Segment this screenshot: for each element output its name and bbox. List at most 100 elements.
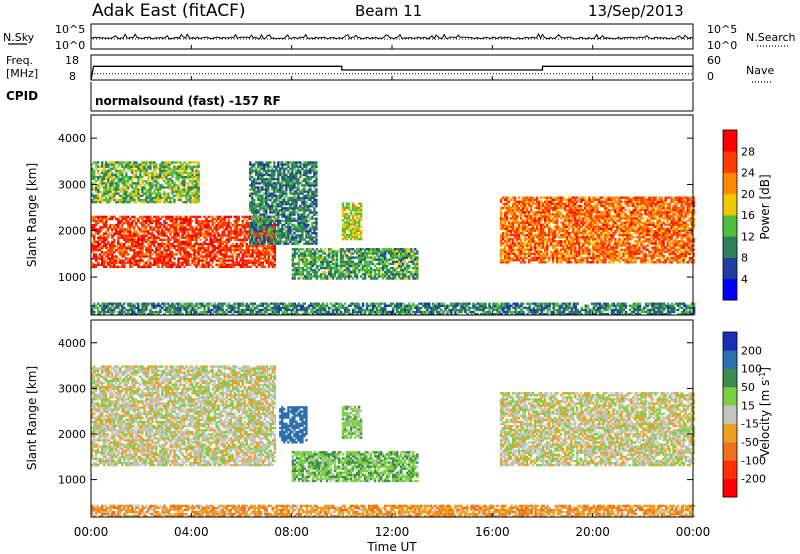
echo-cell — [165, 217, 168, 221]
echo-cell — [345, 202, 349, 205]
echo-cell — [363, 271, 367, 274]
echo-cell — [373, 248, 377, 251]
echo-cell — [255, 230, 258, 233]
echo-cell — [351, 231, 355, 235]
echo-cell — [287, 186, 290, 189]
echo-cell — [525, 234, 529, 237]
echo-cell — [193, 246, 196, 250]
echo-cell — [315, 273, 319, 276]
echo-cell — [277, 169, 280, 172]
echo-cell — [223, 251, 226, 254]
echo-cell — [511, 240, 515, 243]
echo-cell — [205, 236, 208, 239]
echo-cell — [93, 161, 96, 164]
echo-cell — [265, 186, 268, 189]
echo-cell — [123, 221, 126, 225]
echo-cell — [233, 228, 236, 231]
echo-cell — [384, 252, 387, 255]
echo-cell — [283, 242, 286, 245]
echo-cell — [303, 203, 306, 206]
echo-cell — [217, 238, 220, 241]
echo-cell — [253, 225, 256, 229]
echo-cell — [249, 184, 252, 187]
echo-cell — [125, 180, 128, 183]
echo-cell — [145, 169, 148, 172]
echo-cell — [271, 230, 274, 233]
echo-cell — [309, 211, 312, 214]
echo-cell — [159, 251, 162, 254]
echo-cell — [227, 236, 230, 239]
echo-cell — [333, 260, 337, 263]
echo-cell — [125, 236, 128, 239]
echo-cell — [137, 182, 140, 185]
echo-cell — [349, 260, 353, 263]
echo-cell — [261, 228, 264, 231]
echo-cell — [195, 219, 198, 223]
echo-cell — [311, 161, 314, 164]
echo-cell — [121, 190, 124, 193]
echo-cell — [301, 266, 305, 270]
echo-cell — [309, 236, 312, 239]
echo-cell — [141, 249, 144, 252]
echo-cell — [287, 161, 290, 164]
echo-cell — [167, 242, 170, 246]
echo-cell — [265, 215, 268, 218]
echo-cell — [155, 255, 158, 258]
echo-cell — [303, 258, 307, 261]
echo-cell — [341, 202, 345, 205]
echo-cell — [291, 234, 294, 237]
echo-cell — [187, 221, 190, 225]
echo-cell — [167, 257, 170, 260]
echo-cell — [384, 254, 387, 257]
echo-cell — [101, 163, 104, 166]
echo-cell — [359, 217, 363, 220]
echo-cell — [205, 224, 208, 227]
echo-cell — [525, 198, 529, 201]
echo-cell — [193, 165, 196, 168]
echo-cell — [269, 173, 272, 177]
echo-cell — [167, 182, 170, 185]
echo-cell — [265, 180, 268, 183]
echo-cell — [121, 163, 124, 166]
echo-cell — [505, 231, 509, 235]
echo-cell — [289, 219, 292, 222]
echo-cell — [269, 205, 272, 208]
echo-cell — [293, 232, 296, 235]
echo-cell — [546, 206, 549, 210]
echo-cell — [259, 209, 262, 212]
echo-cell — [185, 246, 188, 250]
echo-cell — [173, 184, 176, 187]
echo-cell — [107, 175, 110, 179]
echo-cell — [155, 219, 158, 223]
echo-cell — [380, 273, 383, 276]
echo-cell — [273, 161, 276, 164]
echo-cell — [267, 217, 270, 220]
echo-cell — [147, 188, 150, 191]
echo-cell — [523, 202, 527, 206]
echo-cell — [255, 221, 258, 225]
echo-cell — [179, 240, 182, 244]
echo-cell — [317, 256, 321, 259]
echo-cell — [159, 261, 162, 264]
echo-cell — [155, 221, 158, 225]
echo-cell — [211, 246, 214, 250]
echo-cell — [131, 242, 134, 246]
echo-cell — [97, 186, 100, 189]
echo-cell — [255, 173, 258, 177]
echo-cell — [349, 271, 353, 274]
echo-cell — [159, 194, 162, 197]
echo-cell — [305, 262, 309, 266]
freq-trace — [90, 65, 693, 81]
echo-cell — [149, 186, 152, 189]
echo-cell — [271, 232, 275, 235]
echo-cell — [169, 171, 172, 175]
echo-cell — [95, 194, 98, 197]
echo-cell — [157, 242, 160, 246]
echo-cell — [91, 173, 94, 177]
echo-cell — [103, 169, 106, 172]
echo-cell — [103, 238, 106, 241]
echo-cell — [369, 273, 373, 276]
echo-cell — [503, 202, 507, 206]
echo-cell — [165, 232, 168, 235]
echo-cell — [267, 215, 270, 218]
